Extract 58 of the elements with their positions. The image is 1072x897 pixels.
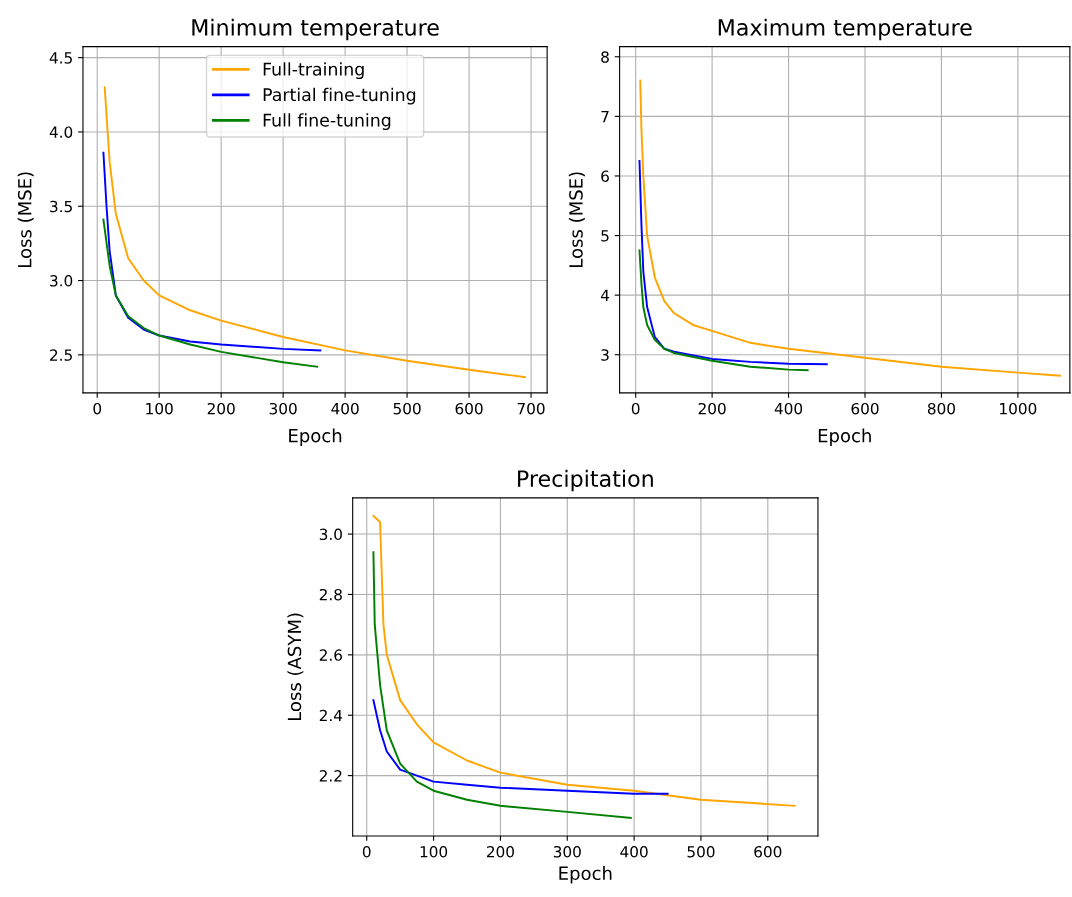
x-axis-title: Epoch: [559, 866, 612, 884]
y-tick-label: 3.0: [319, 528, 342, 541]
line-series: [372, 514, 796, 807]
line-series: [639, 79, 1061, 377]
y-axis-title: Loss (MSE): [568, 172, 585, 267]
x-tick-label: 0: [93, 402, 102, 415]
x-tick-label: 300: [269, 402, 297, 415]
y-tick-label: 4.0: [49, 126, 73, 138]
legend-label: Partial fine-tuning: [263, 87, 416, 105]
x-tick-label: 1000: [1000, 402, 1037, 415]
x-tick-label: 600: [851, 402, 879, 415]
x-tick-label: 100: [420, 846, 448, 858]
y-tick-label: 6: [601, 170, 609, 182]
line-series: [102, 151, 322, 352]
y-tick-label: 4.5: [49, 52, 72, 64]
y-tick-label: 2.4: [319, 709, 343, 722]
x-tick-label: 200: [486, 846, 514, 858]
x-tick-label: 800: [927, 402, 955, 415]
x-tick-label: 0: [631, 402, 640, 415]
x-tick-label: 200: [207, 402, 235, 415]
y-tick-label: 3.5: [50, 200, 72, 213]
x-tick-label: 400: [774, 402, 803, 415]
x-tick-label: 500: [687, 846, 715, 858]
line-series: [103, 86, 526, 379]
chart-title: Precipitation: [518, 469, 653, 492]
line-series: [372, 551, 632, 819]
y-tick-label: 8: [601, 51, 609, 63]
x-tick-label: 400: [331, 402, 359, 415]
x-tick-label: 700: [517, 402, 545, 415]
x-tick-label: 500: [393, 402, 421, 415]
y-axis-title: Loss (ASYM): [287, 613, 304, 721]
line-series: [638, 249, 809, 372]
y-tick-label: 2.8: [319, 588, 342, 601]
y-tick-label: 7: [601, 111, 609, 123]
x-tick-label: 200: [698, 402, 726, 415]
x-tick-label: 400: [620, 846, 648, 858]
y-tick-label: 5: [601, 230, 609, 242]
y-tick-label: 3.0: [50, 275, 73, 287]
y-tick-label: 4: [600, 289, 610, 301]
x-axis-title: Epoch: [818, 428, 871, 446]
y-tick-label: 3: [601, 349, 609, 361]
x-tick-label: 100: [146, 402, 173, 415]
chart-title: Minimum temperature: [192, 18, 439, 41]
x-tick-label: 600: [455, 402, 483, 415]
y-tick-label: 2.5: [50, 349, 72, 361]
y-tick-label: 2.2: [319, 770, 342, 782]
line-series: [372, 699, 669, 795]
line-series: [638, 160, 828, 366]
line-series: [102, 218, 319, 368]
x-tick-label: 300: [553, 846, 581, 858]
legend-label: Full-training: [263, 62, 364, 80]
x-axis-title: Epoch: [289, 428, 342, 446]
y-tick-label: 2.6: [319, 649, 342, 661]
y-axis-title: Loss (MSE): [17, 172, 34, 267]
x-tick-label: 0: [362, 846, 371, 858]
x-tick-label: 600: [754, 846, 782, 858]
chart-title: Maximum temperature: [718, 18, 972, 41]
legend-label: Full fine-tuning: [263, 113, 391, 131]
